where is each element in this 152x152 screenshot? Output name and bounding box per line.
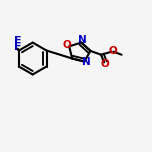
Text: F: F [14,42,22,52]
Text: O: O [100,59,109,69]
Text: O: O [108,46,117,56]
Text: N: N [78,35,86,45]
Text: F: F [14,36,21,46]
Text: N: N [81,57,90,67]
Text: O: O [62,40,71,50]
